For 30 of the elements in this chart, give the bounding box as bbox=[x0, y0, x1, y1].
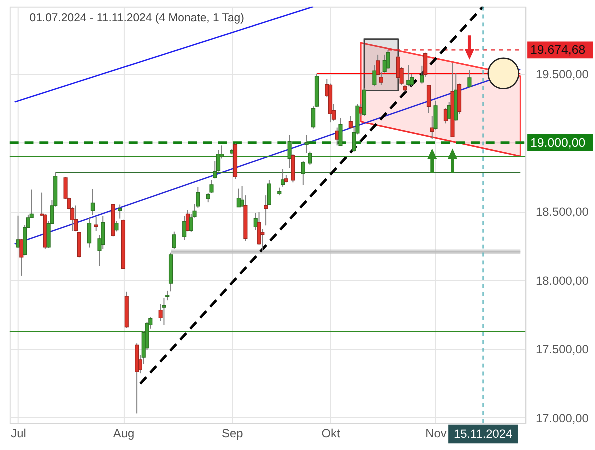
chart-subtitle: 01.07.2024 - 11.11.2024 (4 Monate, 1 Tag) bbox=[30, 12, 245, 25]
candlestick bbox=[206, 192, 210, 204]
candlestick bbox=[114, 220, 119, 232]
candlestick bbox=[210, 180, 214, 194]
candlestick bbox=[172, 231, 176, 250]
x-tick-label: Sep bbox=[222, 426, 244, 441]
candlestick bbox=[426, 84, 432, 114]
series-label: 19.674,68 bbox=[530, 43, 586, 58]
y-tick-label: 18.500,00 bbox=[536, 205, 590, 220]
x-tick-label: Nov bbox=[426, 426, 447, 441]
x-tick-label: Okt bbox=[322, 426, 341, 441]
candlestick bbox=[166, 290, 170, 302]
candlestick bbox=[338, 118, 343, 147]
point bbox=[488, 58, 520, 90]
candlestick bbox=[468, 70, 472, 88]
candlestick bbox=[118, 204, 122, 220]
x-tick-label: Jul bbox=[11, 426, 26, 441]
y-tick-label: 17.500,00 bbox=[536, 342, 590, 357]
y-tick-label: 19.500,00 bbox=[536, 68, 590, 82]
y-tick-label: 18.000,00 bbox=[536, 274, 590, 288]
candlestick bbox=[90, 188, 95, 216]
y-tick-label: 17.000,00 bbox=[536, 411, 590, 426]
x-tick-label: Aug bbox=[113, 426, 135, 441]
candlestick bbox=[386, 50, 390, 70]
candlestick bbox=[162, 298, 166, 326]
candlestick bbox=[88, 216, 92, 248]
ref-line-label: 15.11.2024 bbox=[454, 427, 513, 442]
candlestick bbox=[94, 216, 98, 232]
candlestick bbox=[264, 195, 268, 226]
ref-line-label: 19.000,00 bbox=[530, 136, 586, 150]
